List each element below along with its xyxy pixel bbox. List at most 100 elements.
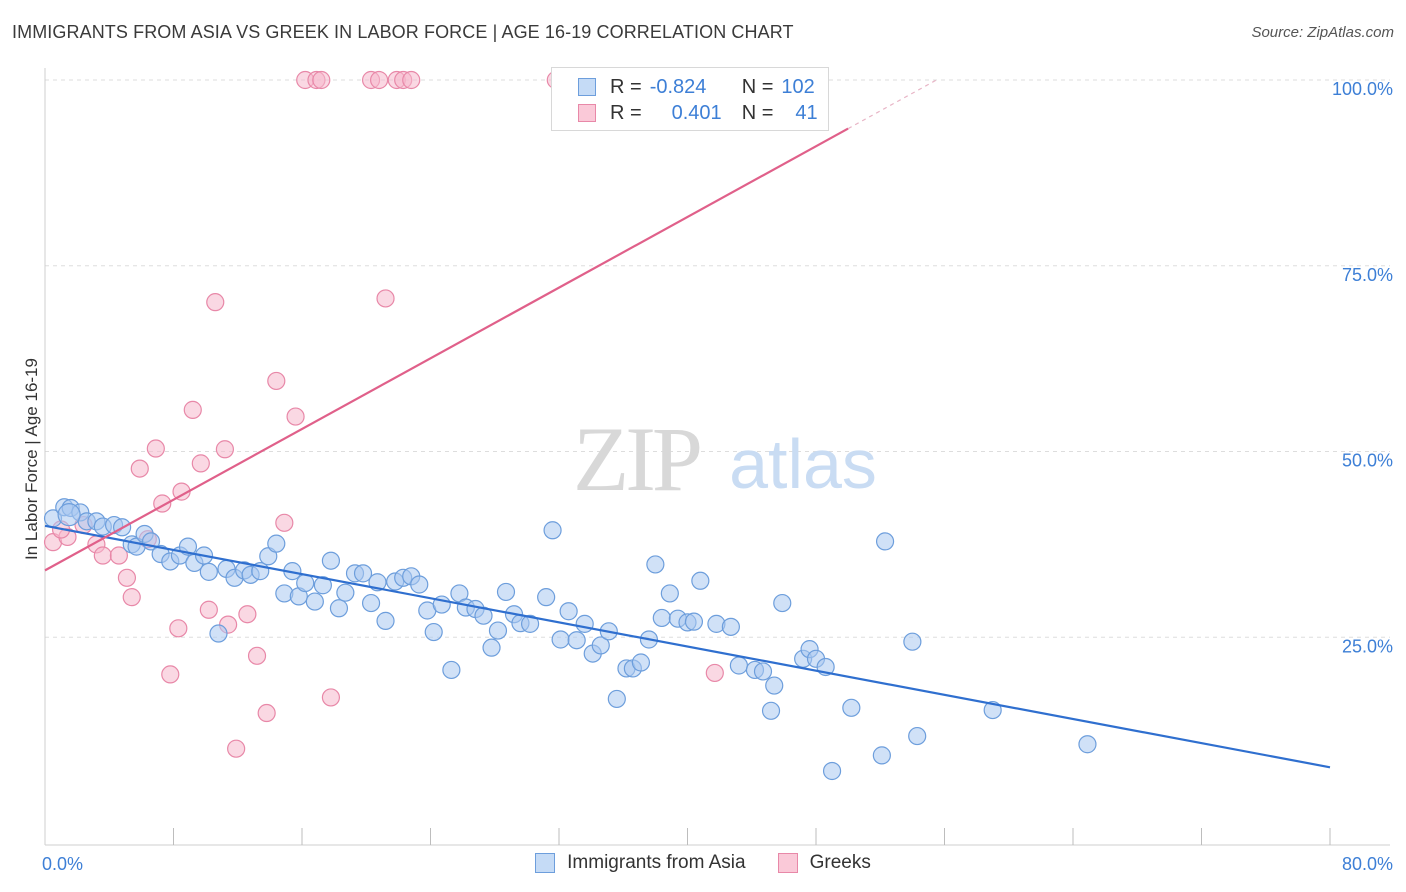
greeks-point-37: [402, 70, 421, 90]
y-tick-label-3: 100.0%: [1332, 79, 1393, 99]
greeks-trend-extension: [847, 79, 937, 130]
greeks-point-13: [169, 619, 188, 638]
asia-point-62: [551, 630, 570, 649]
asia-point-31: [296, 573, 315, 593]
asia-point-63: [559, 602, 578, 621]
asia-point-85: [753, 662, 773, 681]
legend-n-label: N =: [741, 75, 774, 98]
legend-row-greeks: R = 0.401 N = 41: [578, 101, 818, 125]
asia-point-59: [520, 614, 540, 633]
asia-point-19: [199, 562, 218, 581]
greeks-point-4: [93, 546, 112, 565]
x-tick-label-0: 0.0%: [42, 854, 83, 874]
legend-swatch-greeks: [578, 104, 596, 122]
asia-points: [43, 498, 1097, 781]
greeks-point-5: [109, 546, 128, 565]
greeks-point-12: [161, 665, 180, 684]
asia-point-32: [305, 592, 324, 611]
asia-point-67: [591, 636, 610, 655]
legend-n-value-greeks: 41: [795, 101, 818, 124]
asia-point-86: [761, 701, 781, 720]
asia-point-98: [908, 726, 927, 746]
legend-r-label: R =: [610, 101, 642, 124]
asia-point-96: [875, 532, 895, 551]
greeks-point-17: [199, 600, 218, 619]
asia-point-56: [496, 582, 516, 602]
asia-point-38: [353, 564, 373, 583]
asia-point-82: [721, 617, 740, 636]
asia-point-41: [376, 611, 395, 631]
legend-r-value-greeks: 0.401: [671, 101, 722, 124]
correlation-legend: R = -0.824 N = 102 R = 0.401 N = 41: [551, 67, 829, 131]
asia-point-49: [442, 660, 461, 680]
y-tick-label-0: 25.0%: [1342, 636, 1393, 656]
asia-point-34: [321, 551, 341, 570]
asia-point-93: [822, 761, 842, 781]
asia-point-95: [872, 746, 891, 765]
asia-point-101: [57, 503, 81, 527]
y-tick-label-2: 75.0%: [1342, 265, 1393, 285]
asia-point-64: [567, 631, 586, 650]
y-tick-label-1: 50.0%: [1342, 451, 1393, 471]
greeks-point-21: [227, 739, 246, 758]
asia-point-35: [329, 599, 349, 618]
asia-point-20: [209, 624, 228, 643]
asia-point-79: [684, 612, 704, 631]
series-legend-greeks: Greeks: [777, 852, 871, 874]
greeks-point-6: [117, 568, 137, 587]
greeks-point-39: [705, 663, 724, 683]
greeks-point-10: [146, 439, 165, 458]
trend-lines: [44, 79, 1331, 769]
gridlines: [45, 79, 1390, 638]
asia-point-87: [765, 676, 784, 695]
legend-n-value-asia: 102: [781, 75, 815, 98]
series-legend-greeks-label: Greeks: [809, 852, 871, 873]
asia-point-54: [482, 638, 501, 657]
greeks-point-34: [376, 289, 395, 308]
greeks-point-31: [321, 688, 341, 707]
legend-n-label: N =: [741, 101, 774, 124]
greeks-point-33: [370, 70, 389, 90]
greeks-point-24: [257, 703, 276, 723]
asia-point-83: [729, 656, 749, 675]
legend-swatch-asia: [578, 78, 596, 96]
greeks-point-16: [191, 454, 210, 473]
asia-point-69: [607, 689, 626, 709]
x-tick-label-1: 80.0%: [1342, 854, 1393, 874]
asia-point-27: [267, 534, 286, 553]
asia-point-94: [842, 698, 861, 717]
asia-point-33: [313, 576, 332, 595]
legend-row-asia: R = -0.824 N = 102: [578, 75, 815, 99]
watermark: ZIP atlas: [573, 408, 877, 510]
asia-point-88: [773, 593, 792, 613]
legend-r-label: R =: [610, 75, 642, 98]
asia-point-75: [652, 608, 671, 628]
asia-point-74: [646, 555, 665, 574]
asia-point-65: [575, 614, 594, 633]
watermark-atlas: atlas: [729, 425, 877, 503]
y-axis-label: In Labor Force | Age 16-19: [22, 358, 41, 560]
chart-source: Source: ZipAtlas.com: [1251, 24, 1394, 41]
legend-r-value-asia: -0.824: [649, 75, 707, 98]
asia-point-99: [983, 700, 1002, 720]
asia-point-36: [336, 583, 355, 602]
greeks-point-25: [267, 371, 286, 391]
series-legend: Immigrants from Asia Greeks: [0, 852, 1406, 874]
series-swatch-asia: [535, 853, 556, 873]
series-swatch-greeks: [777, 853, 798, 873]
greeks-point-7: [122, 588, 141, 607]
asia-point-97: [903, 632, 922, 651]
series-legend-asia: Immigrants from Asia: [535, 852, 746, 874]
greeks-point-18: [206, 293, 225, 312]
series-legend-asia-label: Immigrants from Asia: [567, 852, 746, 873]
asia-point-47: [424, 622, 443, 642]
asia-point-76: [660, 584, 679, 603]
axes: [44, 68, 1390, 846]
greeks-point-27: [286, 407, 305, 426]
greeks-point-19: [215, 440, 234, 459]
greeks-point-23: [247, 646, 267, 665]
asia-point-39: [361, 593, 381, 613]
greeks-point-22: [238, 605, 257, 624]
greeks-trend-line: [44, 127, 849, 572]
